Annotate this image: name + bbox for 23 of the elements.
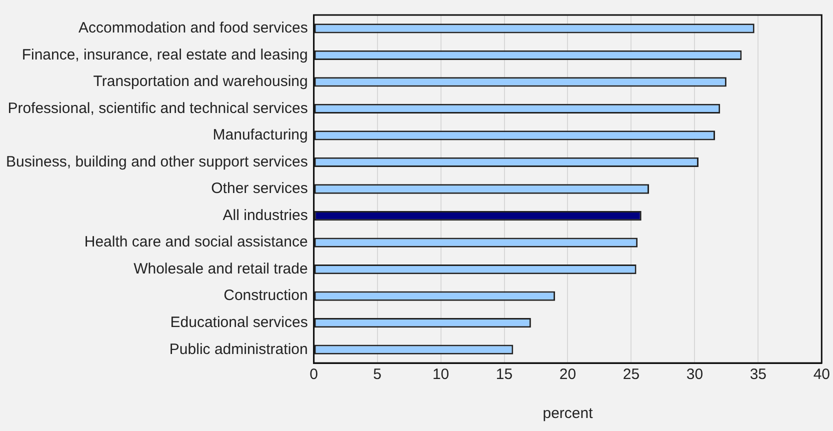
y-tick-label: Manufacturing bbox=[212, 126, 308, 144]
y-tick-label: Public administration bbox=[169, 340, 308, 358]
x-tick-label: 40 bbox=[813, 366, 830, 384]
y-tick-label: Other services bbox=[211, 180, 308, 198]
y-tick-label: Business, building and other support services bbox=[6, 153, 308, 170]
x-axis-title: percent bbox=[542, 405, 594, 422]
y-tick-label: Health care and social assistance bbox=[84, 234, 308, 251]
x-tick-label: 30 bbox=[686, 366, 704, 384]
x-tick-label: 25 bbox=[622, 366, 640, 384]
y-tick-label: All industries bbox=[222, 206, 308, 224]
y-tick-label: Finance, insurance, real estate and leasing bbox=[22, 46, 308, 64]
y-tick-label: Educational services bbox=[170, 314, 308, 331]
x-tick-label: 15 bbox=[496, 366, 513, 384]
y-tick-label: Construction bbox=[224, 287, 308, 304]
y-tick-label: Professional, scientific and technical services bbox=[8, 100, 308, 117]
x-tick-label: 35 bbox=[750, 366, 767, 384]
x-tick-label: 0 bbox=[310, 366, 318, 384]
x-tick-label: 5 bbox=[373, 366, 382, 384]
x-tick-label: 10 bbox=[432, 366, 450, 384]
y-tick-label: Accommodation and food services bbox=[78, 20, 308, 37]
y-tick-label: Transportation and warehousing bbox=[93, 73, 308, 90]
y-tick-label: Wholesale and retail trade bbox=[134, 260, 308, 278]
x-tick-label: 20 bbox=[559, 366, 576, 384]
